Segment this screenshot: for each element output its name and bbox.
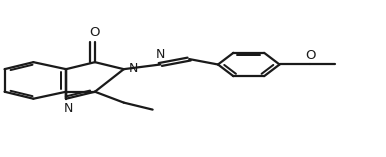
Text: N: N xyxy=(156,48,165,61)
Text: N: N xyxy=(129,62,138,75)
Text: O: O xyxy=(305,49,316,62)
Text: N: N xyxy=(63,102,73,115)
Text: O: O xyxy=(90,26,100,39)
